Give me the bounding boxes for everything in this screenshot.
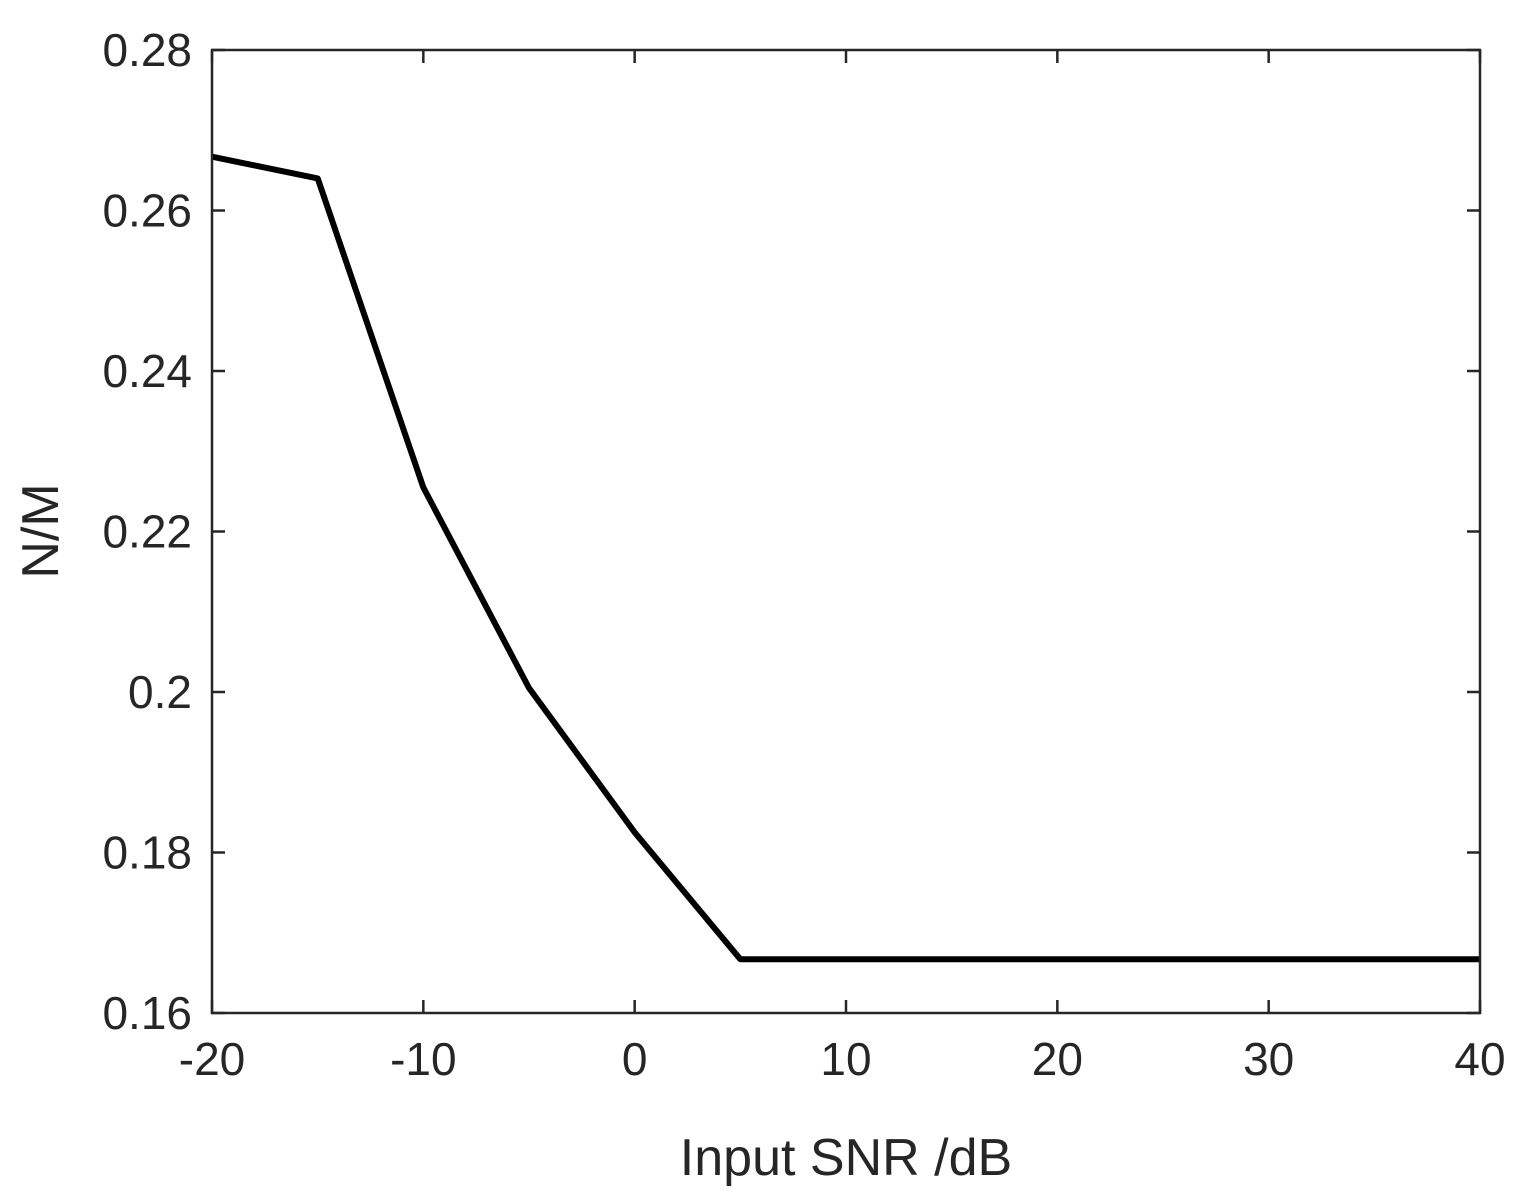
y-tick-label: 0.18 bbox=[102, 827, 192, 879]
y-tick-label: 0.24 bbox=[102, 345, 192, 397]
series-line-0 bbox=[211, 153, 1480, 963]
y-axis-label: N/M bbox=[12, 483, 70, 578]
x-tick-label: 30 bbox=[1243, 1033, 1294, 1085]
y-tick-label: 0.16 bbox=[102, 987, 192, 1039]
series-group bbox=[211, 153, 1480, 963]
x-tick-label: -20 bbox=[179, 1033, 245, 1085]
y-tick-label: 0.22 bbox=[102, 506, 192, 558]
x-tick-label: 0 bbox=[622, 1033, 648, 1085]
x-tick-label: 20 bbox=[1032, 1033, 1083, 1085]
x-tick-label: 40 bbox=[1454, 1033, 1505, 1085]
axes-frame bbox=[210, 48, 1482, 1015]
y-tick-label: 0.26 bbox=[102, 185, 192, 237]
x-tick-label: -10 bbox=[390, 1033, 456, 1085]
y-tick-label: 0.28 bbox=[102, 24, 192, 76]
x-tick-label: 10 bbox=[820, 1033, 871, 1085]
plot-area bbox=[212, 50, 1480, 1013]
x-tick-labels: -20 -10 0 10 20 30 40 bbox=[179, 1033, 1506, 1085]
x-axis-label: Input SNR /dB bbox=[680, 1129, 1012, 1187]
y-tick-labels: 0.16 0.18 0.2 0.22 0.24 0.26 0.28 bbox=[102, 24, 192, 1039]
y-tick-label: 0.2 bbox=[128, 666, 192, 718]
